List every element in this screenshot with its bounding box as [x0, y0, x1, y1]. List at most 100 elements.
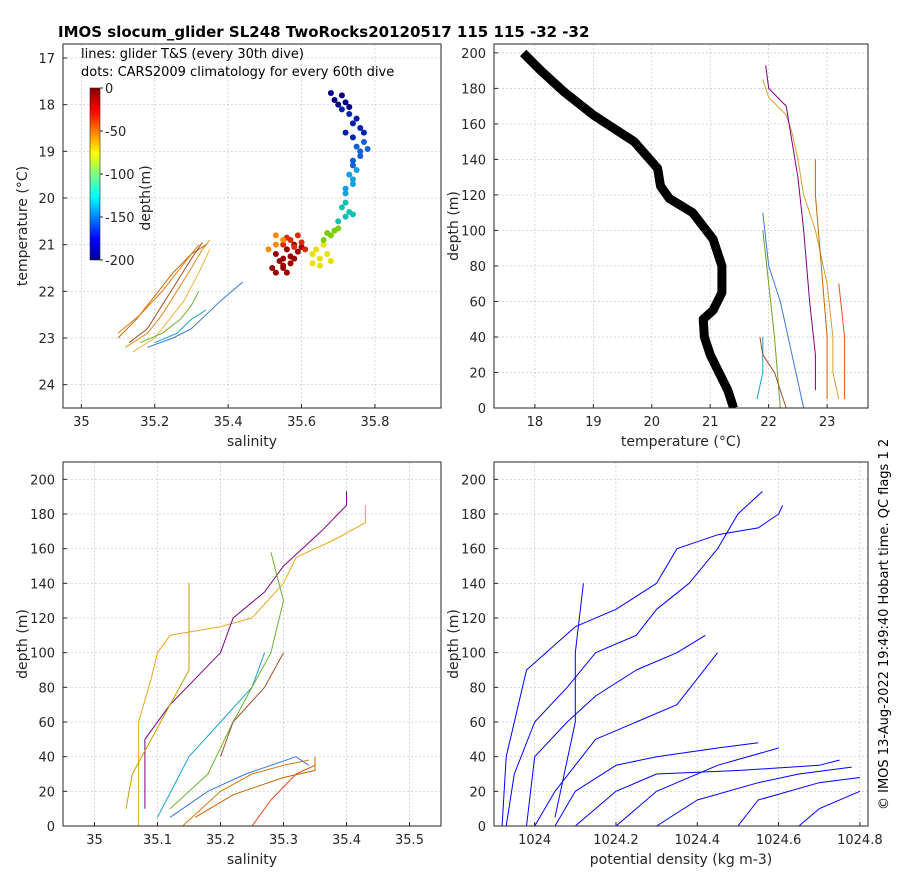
y-tick-label: 180	[30, 508, 55, 523]
y-tick-label: 0	[478, 820, 486, 835]
y-tick-label: 180	[461, 82, 486, 97]
series-line	[574, 759, 840, 826]
y-axis-label: temperature (°C)	[15, 166, 31, 286]
y-tick-label: 80	[38, 681, 55, 696]
y-tick-label: 20	[38, 192, 55, 207]
y-tick-label: 200	[30, 473, 55, 488]
panels: 35 35.2 35.4 35.6 35.8 17 18 19 20 21 22 23 24 lines:…	[15, 43, 883, 868]
climatology-dot	[272, 232, 279, 239]
climatology-dot	[283, 269, 290, 276]
colorbar	[89, 87, 101, 261]
climatology-dot	[346, 104, 353, 110]
x-axis-label: temperature (°C)	[621, 434, 741, 450]
series-line	[138, 505, 366, 826]
series-line	[759, 336, 787, 408]
x-tick-label: 35	[86, 833, 103, 848]
series-line	[765, 65, 816, 391]
climatology-dot	[265, 246, 272, 253]
y-tick-label: 20	[469, 785, 486, 800]
series-line	[526, 634, 706, 826]
y-tick-label: 21	[38, 239, 55, 254]
plot-area	[501, 491, 861, 826]
climatology-dot	[309, 251, 316, 257]
axes-frame	[62, 461, 442, 827]
climatology-dot	[364, 146, 371, 152]
series-line	[656, 766, 852, 826]
y-tick-label: 23	[38, 332, 55, 347]
y-tick-label: 80	[469, 260, 486, 275]
figure-title: IMOS slocum_glider SL248 TwoRocks2012051…	[58, 23, 589, 41]
y-tick-label: 40	[469, 331, 486, 346]
y-tick-label: 40	[38, 751, 55, 766]
y-tick-label: 200	[461, 47, 486, 62]
series-line	[251, 764, 316, 826]
legend-line-2: dots: CARS2009 climatology for every 60t…	[81, 65, 394, 80]
y-tick-label: 100	[461, 647, 486, 662]
y-tick-label: 120	[30, 612, 55, 627]
series-line	[762, 212, 805, 408]
series-line	[756, 337, 764, 400]
climatology-dot	[327, 258, 334, 264]
climatology-dot	[349, 181, 356, 187]
y-tick-label: 20	[38, 785, 55, 800]
series-line	[220, 652, 284, 757]
series-line	[798, 790, 861, 826]
climatology-dot	[335, 218, 342, 225]
climatology-dot	[283, 246, 290, 253]
glider-line	[154, 309, 207, 344]
climatology-dot	[342, 185, 349, 192]
colorbar-tick-label: -150	[105, 211, 135, 226]
climatology-dot	[349, 120, 356, 127]
x-tick-label: 23	[819, 415, 836, 430]
x-tick-label: 18	[527, 415, 544, 430]
climatology-dot	[298, 239, 305, 246]
series-line	[169, 551, 284, 810]
y-tick-label: 140	[461, 577, 486, 592]
x-tick-label: 22	[760, 415, 777, 430]
y-tick-label: 120	[461, 189, 486, 204]
climatology-dot	[353, 115, 360, 122]
climatology-dot	[294, 232, 301, 239]
colorbar-tick-label: 0	[105, 82, 113, 97]
climatology-dot	[291, 244, 298, 250]
colorbar-tick-label: -200	[105, 254, 135, 269]
climatology-dot	[313, 246, 320, 253]
y-tick-label: 17	[38, 52, 55, 67]
climatology-dot	[349, 176, 356, 183]
y-tick-label: 120	[461, 612, 486, 627]
series-line	[554, 583, 584, 818]
x-tick-label: 21	[702, 415, 719, 430]
climatology-dot	[357, 125, 364, 131]
y-tick-label: 140	[30, 577, 55, 592]
climatology-dot	[349, 211, 356, 218]
panel-dens: 1024 1024.2 1024.4 1024.6 1024.8 0 20 40 60 80 100…	[446, 461, 883, 868]
series-line	[615, 747, 779, 826]
y-tick-label: 0	[47, 820, 55, 835]
climatology-dot	[331, 97, 338, 103]
series-line	[501, 505, 784, 826]
climatology-dot	[360, 139, 367, 145]
x-tick-label: 35.4	[214, 415, 243, 430]
legend-line-1: lines: glider T&S (every 30th dive)	[81, 47, 304, 62]
x-axis-label: salinity	[227, 852, 277, 868]
x-tick-label: 35.6	[287, 415, 316, 430]
panel-ts: 35 35.2 35.4 35.6 35.8 17 18 19 20 21 22 23 24 lines:…	[15, 43, 442, 450]
series-line	[762, 79, 840, 400]
panel-temp: 18 19 20 21 22 23 0 20 40 60 80 100 120 140 160 180 200 t…	[446, 43, 869, 450]
climatology-dot	[357, 148, 364, 155]
climatology-dot	[309, 260, 316, 267]
x-tick-label: 35.2	[206, 833, 235, 848]
climatology-dot	[320, 241, 327, 248]
climatology-dot	[338, 204, 345, 211]
y-tick-label: 40	[469, 751, 486, 766]
y-tick-label: 160	[461, 543, 486, 558]
series-line	[144, 491, 347, 809]
climatology-dot	[353, 143, 360, 150]
climatology-dot	[316, 262, 323, 269]
glider-line	[132, 249, 211, 353]
glider-line	[139, 291, 200, 344]
x-axis-label: salinity	[227, 434, 277, 450]
x-tick-label: 1024.6	[756, 833, 802, 848]
climatology-dot	[353, 167, 360, 173]
x-axis-label: potential density (kg m-3)	[590, 852, 772, 868]
